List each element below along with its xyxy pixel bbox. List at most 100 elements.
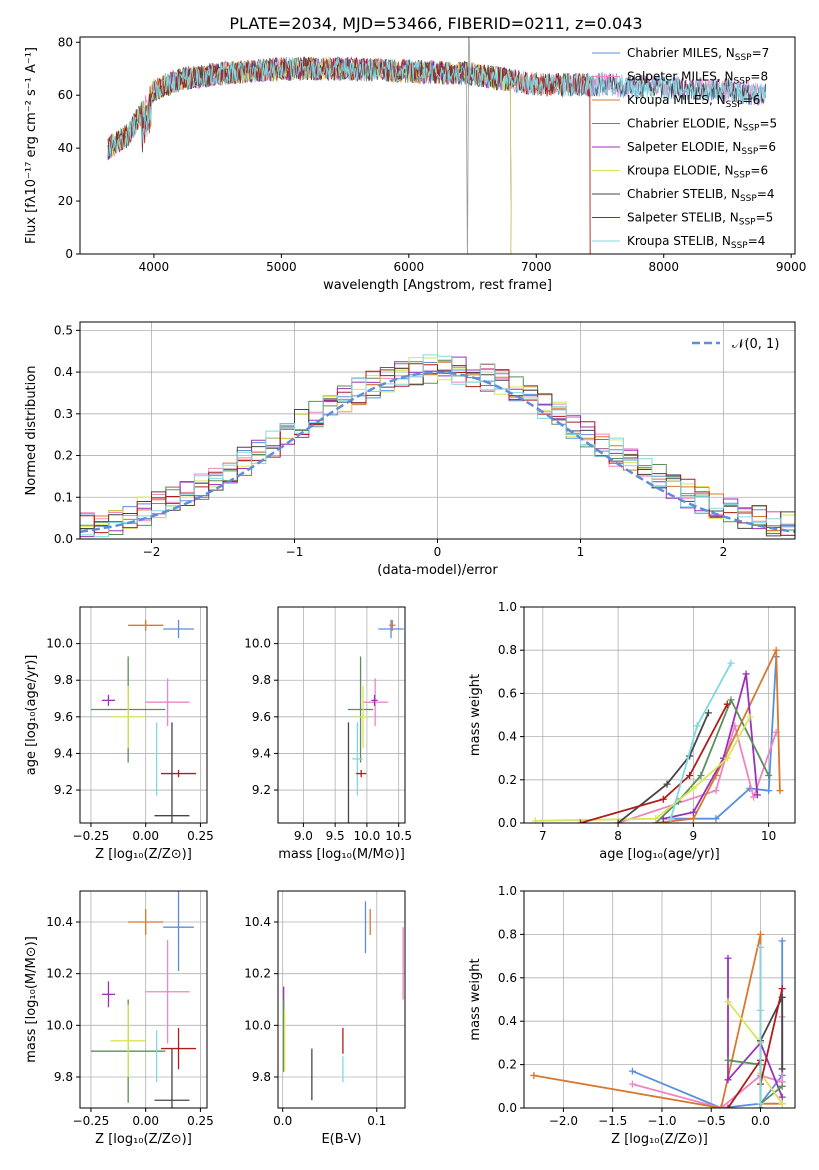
weight-lines: [531, 646, 784, 823]
y-axis-label: Flux [fλ10⁻¹⁷ erg cm⁻² s⁻¹ A⁻¹]: [24, 47, 39, 244]
residuals-panel: −2 −1 0 1 2 0.0 0.1 0.2 0.3 0.4 0.5 (data-model)/er…: [24, 321, 796, 578]
y-tick-label: 0.2: [498, 1058, 517, 1072]
y-tick-label: 10.4: [46, 915, 73, 929]
weight-marker: [778, 1082, 786, 1090]
weight-marker: [530, 1071, 538, 1079]
weight-marker: [689, 808, 697, 816]
legend-label: Salpeter ELODIE, NSSP=6: [627, 140, 776, 157]
weight-marker: [689, 784, 697, 792]
weight-marker: [712, 787, 720, 795]
errorbar-point: [154, 1048, 190, 1108]
errorbar-point: [154, 722, 190, 823]
y-tick-label: 10.2: [244, 967, 271, 981]
weight-marker: [746, 713, 754, 721]
histograms: [80, 354, 795, 538]
weight-line: [727, 1001, 783, 1105]
legend-label: Kroupa ELODIE, NSSP=6: [627, 164, 768, 181]
weight-marker: [663, 780, 671, 788]
x-tick-label: 0.25: [187, 829, 214, 843]
weight-marker: [689, 815, 697, 823]
x-axis-label: E(B-V): [321, 1132, 361, 1147]
y-tick-label: 10.0: [46, 637, 73, 651]
y-tick-label: 9.8: [252, 673, 271, 687]
normal-curve: [80, 371, 795, 533]
weight-marker: [778, 1100, 786, 1108]
weight-marker: [704, 709, 712, 717]
axes-frame: [79, 606, 208, 824]
x-tick-label: −1.0: [647, 1114, 676, 1128]
weight-marker: [724, 954, 732, 962]
x-tick-label: 10.0: [354, 829, 381, 843]
y-tick-label: 0.4: [54, 365, 73, 379]
age-vs-mass-panel: 9.0 9.5 10.0 10.5 9.2 9.4 9.6 9.8 10.0 mass [log₁…: [244, 606, 412, 862]
x-tick-label: 9000: [776, 260, 807, 274]
x-tick-label: −1: [286, 545, 304, 559]
weight-marker: [723, 754, 731, 762]
weight-marker: [628, 1067, 636, 1075]
x-axis-label: (data-model)/error: [377, 563, 498, 578]
weight-marker: [750, 793, 758, 801]
x-tick-label: 5000: [266, 260, 297, 274]
y-tick-label: 0.8: [498, 927, 517, 941]
legend-label: Chabrier ELODIE, NSSP=5: [627, 117, 777, 134]
x-tick-label: 7: [539, 829, 547, 843]
x-tick-label: −0.5: [697, 1114, 726, 1128]
histogram-step: [80, 354, 795, 538]
errorbar-point: [101, 694, 116, 706]
weight-marker: [652, 815, 660, 823]
weight-marker: [757, 1006, 765, 1014]
spectrum-panel: 4000 5000 6000 7000 8000 9000 0 20 40 60 80 wavelen…: [24, 35, 807, 293]
weight-marker: [727, 696, 735, 704]
histogram-step: [80, 363, 795, 536]
x-tick-label: 0.0: [273, 1114, 292, 1128]
y-tick-label: 9.8: [54, 673, 73, 687]
errorbar-point: [347, 656, 374, 763]
axes-frame: [277, 890, 406, 1109]
y-tick-label: 9.4: [54, 746, 73, 760]
errorbars: [90, 891, 197, 1108]
errorbar-point: [128, 909, 164, 935]
x-tick-label: −2.0: [549, 1114, 578, 1128]
axes-frame: [79, 890, 208, 1109]
y-tick-label: 0.6: [498, 971, 517, 985]
weight-marker: [776, 787, 784, 795]
x-tick-label: −1.5: [598, 1114, 627, 1128]
x-tick-label: 0.0: [751, 1114, 770, 1128]
x-tick-label: 4000: [139, 260, 170, 274]
weight-marker: [778, 1093, 786, 1101]
y-axis-label: mass weight: [468, 958, 483, 1040]
errorbar-point: [110, 1004, 146, 1077]
errorbar-point: [371, 694, 378, 706]
x-axis-label: Z [log₁₀(Z/Z⊙)]: [95, 847, 192, 862]
y-tick-label: 10.0: [244, 1018, 271, 1032]
y-tick-label: 0: [65, 247, 73, 261]
errorbar-point: [389, 619, 396, 631]
legend-label: Chabrier MILES, NSSP=7: [627, 46, 769, 63]
errorbar-point: [101, 981, 116, 1008]
y-tick-label: 9.6: [252, 710, 271, 724]
x-tick-label: −0.25: [73, 829, 110, 843]
weight-marker: [765, 771, 773, 779]
y-tick-label: 0.0: [498, 1101, 517, 1115]
x-axis-label: wavelength [Angstrom, rest frame]: [323, 278, 552, 293]
x-tick-label: −2: [143, 545, 161, 559]
weight-marker: [724, 1056, 732, 1064]
y-tick-label: 0.6: [498, 686, 517, 700]
weight-marker: [659, 795, 667, 803]
x-tick-label: 9.0: [294, 829, 313, 843]
weight-marker: [742, 670, 750, 678]
x-tick-label: 7000: [521, 260, 552, 274]
x-tick-label: 10: [761, 829, 776, 843]
weight-marker: [724, 1104, 732, 1108]
y-tick-label: 10.0: [244, 637, 271, 651]
age-vs-z-panel: −0.25 0.00 0.25 9.2 9.4 9.6 9.8 10.0 Z [log₁₀(Z/…: [24, 606, 214, 862]
x-tick-label: −0.25: [73, 1114, 110, 1128]
weight-vs-age-panel: 7 8 9 10 0.0 0.2 0.4 0.6 0.8 1.0 age [log₁₀(age/yr…: [468, 600, 796, 862]
y-tick-label: 0.8: [498, 643, 517, 657]
y-tick-label: 10.4: [244, 915, 271, 929]
x-tick-label: 1: [577, 545, 585, 559]
y-tick-label: 10.0: [46, 1018, 73, 1032]
weight-marker: [772, 646, 780, 654]
mass-vs-z-panel: −0.25 0.00 0.25 9.8 10.0 10.2 10.4 Z [log₁₀(Z/Z…: [24, 890, 214, 1147]
